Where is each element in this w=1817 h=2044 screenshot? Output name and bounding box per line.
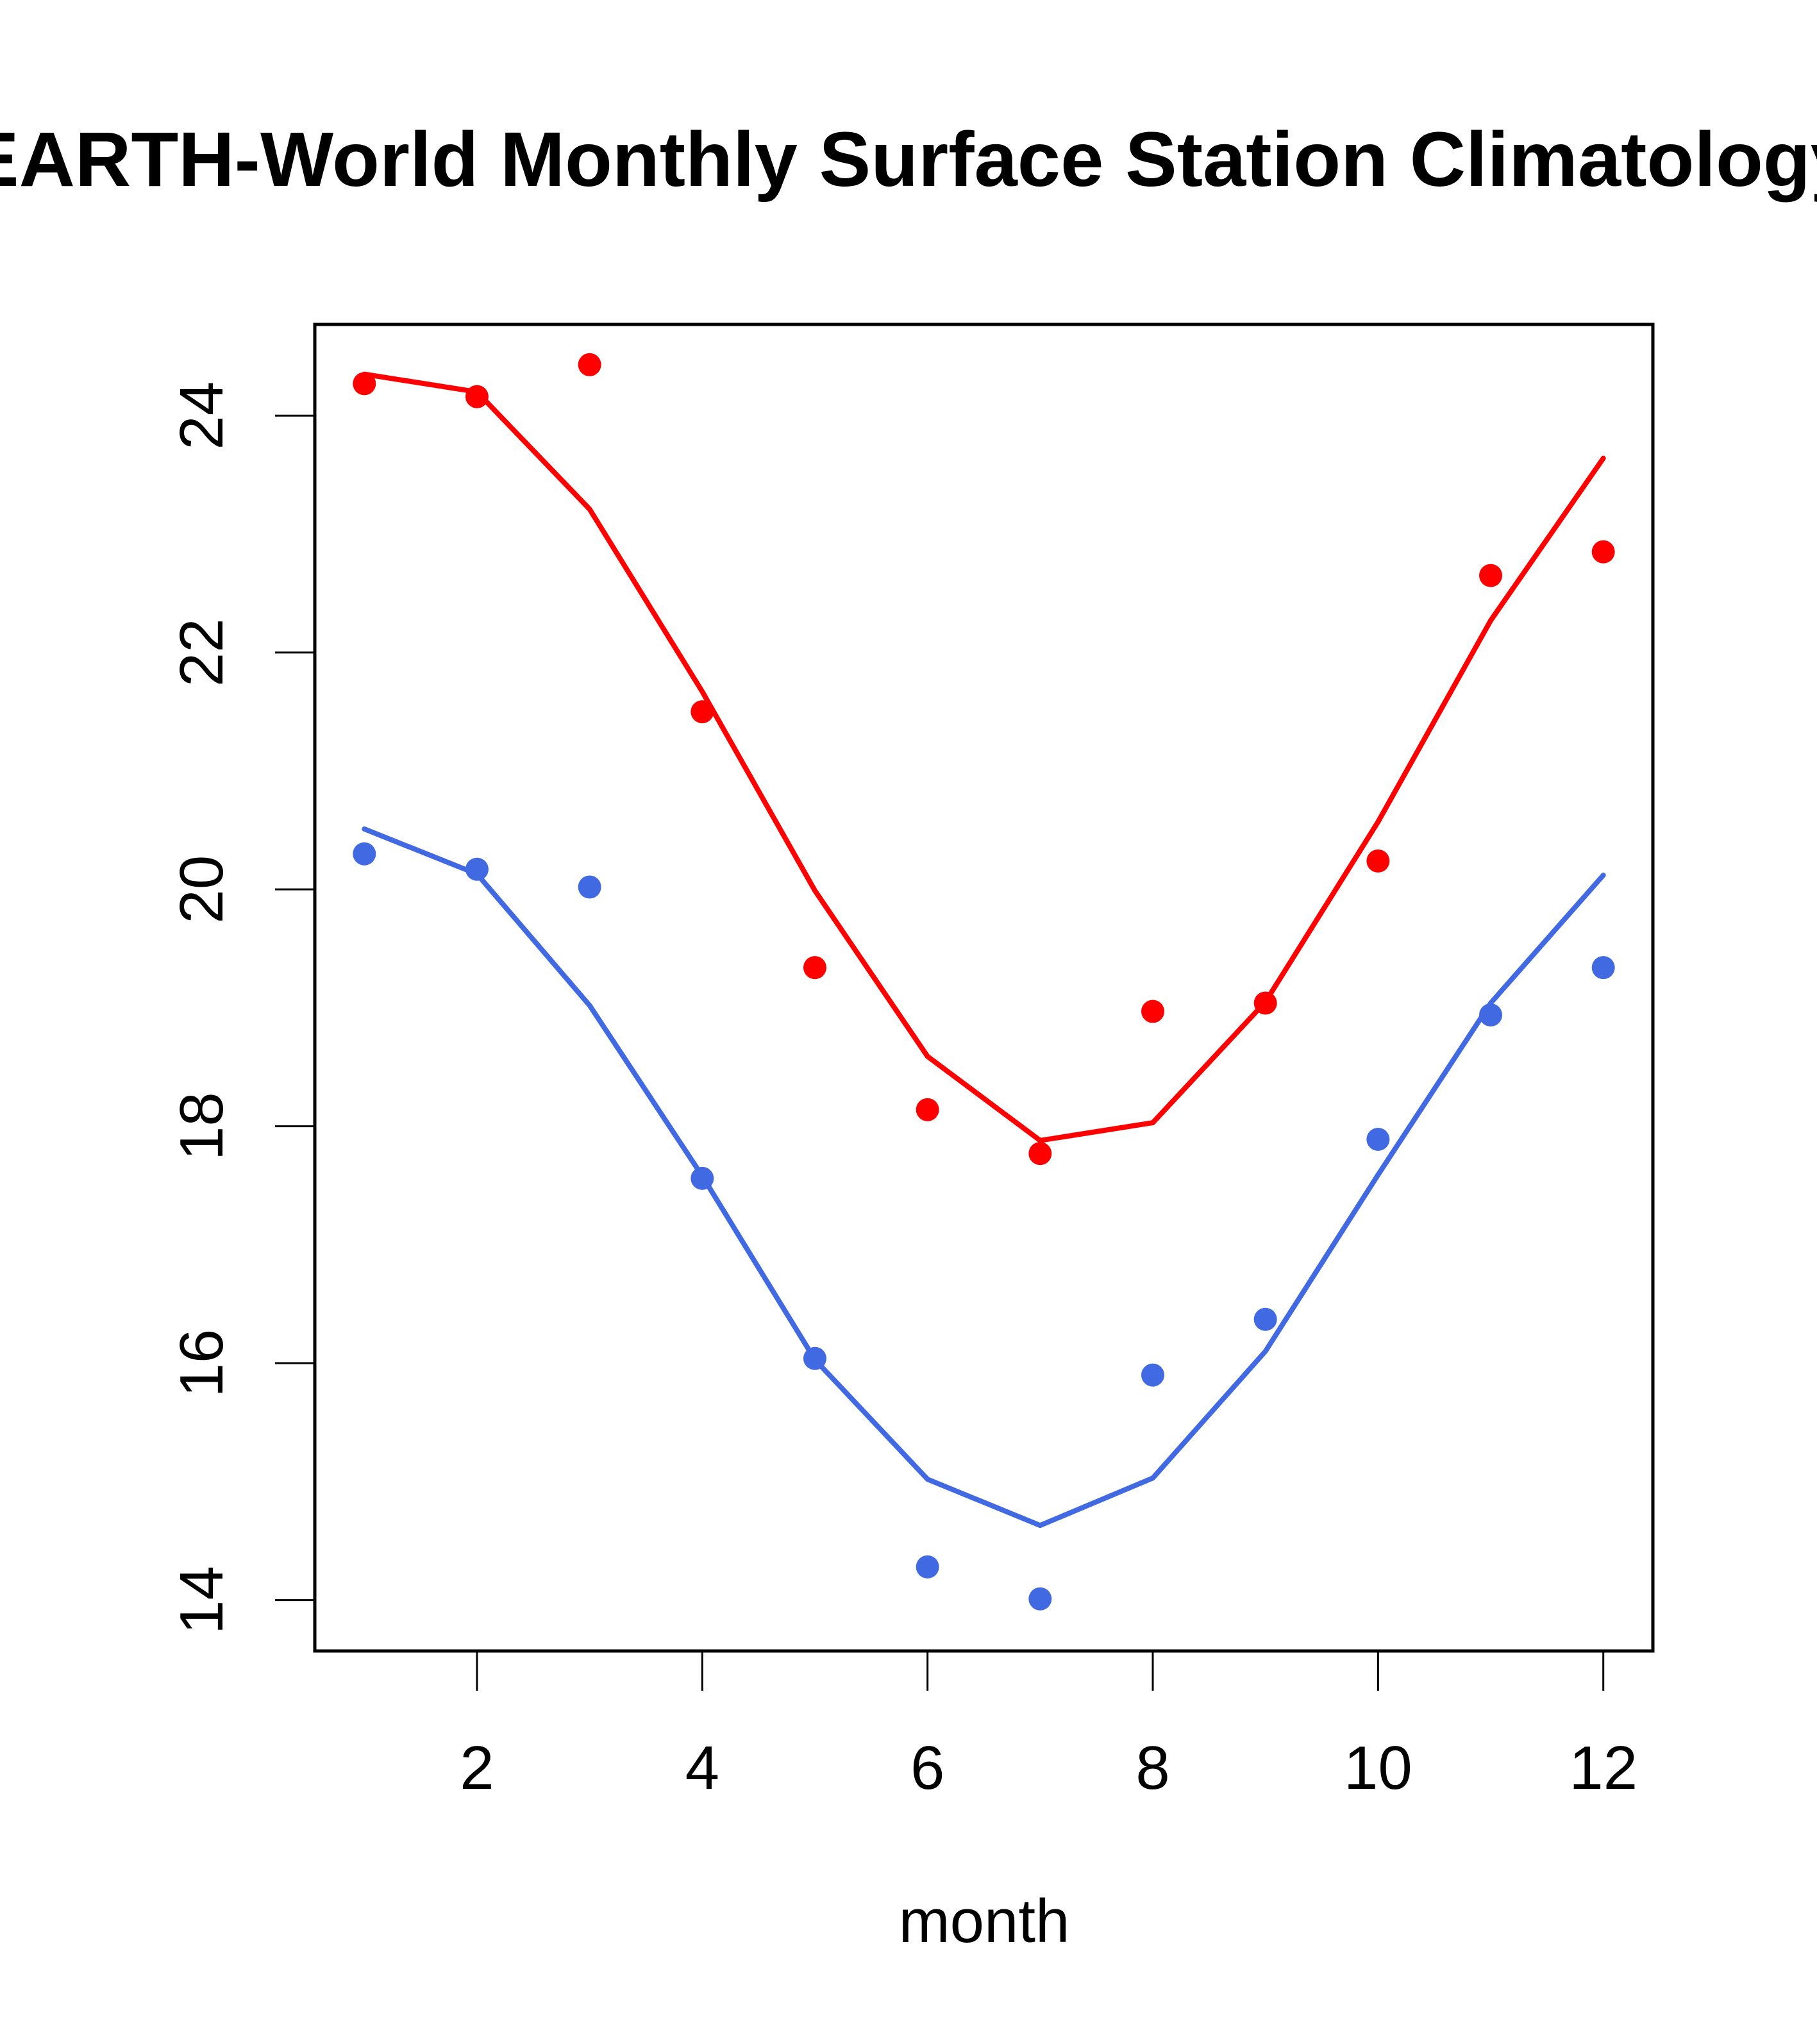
red-line — [362, 371, 1606, 1143]
blue-point — [1141, 1363, 1165, 1387]
red-point — [1366, 849, 1390, 873]
y-tick-label: 14 — [167, 1566, 236, 1634]
y-tick-label: 18 — [167, 1092, 236, 1160]
x-tick-label: 6 — [910, 1734, 944, 1802]
red-point — [465, 385, 489, 408]
blue-point — [691, 1166, 714, 1190]
red-point — [916, 1098, 939, 1121]
blue-line — [362, 826, 1606, 1529]
blue-point — [1253, 1307, 1277, 1331]
blue-point — [465, 857, 489, 881]
red-point — [803, 956, 826, 980]
blue-point — [1028, 1587, 1052, 1611]
x-tick-label: 10 — [1344, 1734, 1412, 1802]
blue-point — [1366, 1127, 1390, 1151]
blue-point — [1479, 1003, 1503, 1026]
blue-point — [803, 1346, 826, 1370]
chart-title: EARTH-World Monthly Surface Station Clim… — [0, 115, 1817, 203]
red-point — [1253, 991, 1277, 1015]
y-tick-label: 20 — [167, 855, 236, 924]
x-tick-label: 4 — [685, 1734, 719, 1802]
red-point — [578, 353, 601, 376]
red-point — [1141, 1000, 1165, 1023]
blue-points — [353, 842, 1615, 1611]
y-tick-label: 24 — [167, 381, 236, 450]
blue-point — [1591, 956, 1615, 980]
red-point — [1028, 1142, 1052, 1166]
red-points — [353, 353, 1615, 1166]
blue-point — [353, 842, 376, 866]
x-axis-label: month — [899, 1887, 1070, 1956]
x-tick-label: 2 — [460, 1734, 494, 1802]
series-layer — [353, 353, 1615, 1611]
x-tick-label: 12 — [1569, 1734, 1637, 1802]
y-tick-label: 22 — [167, 618, 236, 687]
red-point — [353, 372, 376, 396]
blue-point — [578, 875, 601, 899]
y-axis: 14 16 18 20 22 24 — [167, 381, 316, 1634]
blue-point — [916, 1555, 939, 1579]
y-tick-label: 16 — [167, 1329, 236, 1398]
plot-frame — [313, 323, 1655, 1653]
red-point — [691, 700, 714, 724]
x-tick-label: 8 — [1135, 1734, 1169, 1802]
red-point — [1479, 564, 1503, 587]
x-axis: 2 4 6 8 10 12 — [460, 1650, 1637, 1802]
red-point — [1591, 540, 1615, 564]
